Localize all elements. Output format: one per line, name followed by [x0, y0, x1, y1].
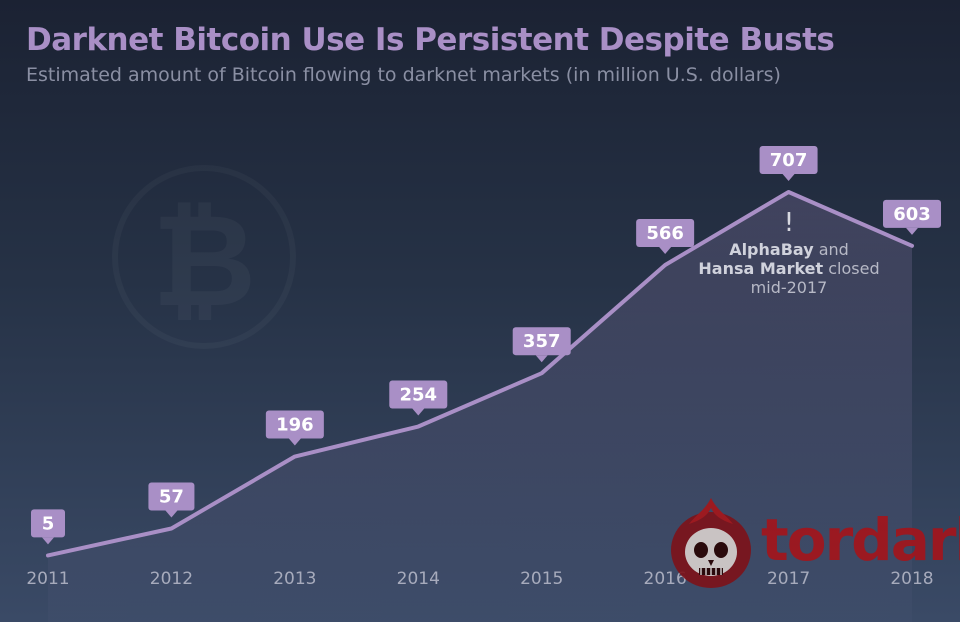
- area-fill: [48, 192, 912, 622]
- tordark-logo: tordark: [665, 490, 960, 590]
- chart-subtitle: Estimated amount of Bitcoin flowing to d…: [26, 64, 781, 86]
- svg-text:254: 254: [399, 385, 437, 406]
- x-tick-label: 2013: [273, 569, 316, 589]
- x-tick-label: 2016: [644, 569, 687, 589]
- x-tick-label: 2015: [520, 569, 563, 589]
- data-label-2016: 566: [636, 218, 695, 254]
- annotation-date: mid-2017: [750, 278, 828, 297]
- data-label-2011: 5: [31, 509, 65, 545]
- exclamation-icon: !: [783, 208, 795, 238]
- data-label-2012: 57: [148, 482, 195, 518]
- x-tick-label: 2014: [397, 569, 440, 589]
- brand-wordmark: tordark: [761, 506, 960, 574]
- x-tick-label: 2012: [150, 569, 193, 589]
- annotation-and: and: [813, 240, 849, 259]
- svg-text:566: 566: [646, 223, 684, 244]
- data-label-2018: 603: [883, 199, 941, 235]
- svg-text:5: 5: [42, 513, 55, 534]
- data-label-2015: 357: [512, 327, 571, 363]
- annotation-closed: closed: [823, 259, 880, 278]
- svg-text:57: 57: [159, 486, 184, 507]
- chart-title: Darknet Bitcoin Use Is Persistent Despit…: [26, 22, 835, 58]
- svg-text:357: 357: [523, 331, 561, 352]
- svg-text:196: 196: [276, 415, 314, 436]
- x-tick-label: 2017: [767, 569, 810, 589]
- closure-annotation: ! AlphaBay and Hansa Market closed mid-2…: [684, 206, 894, 297]
- bitcoin-watermark-icon: ₿: [112, 165, 296, 349]
- data-label-2017: 707: [759, 146, 818, 181]
- svg-text:707: 707: [770, 150, 808, 171]
- data-label-2014: 254: [389, 380, 448, 416]
- annotation-hansa: Hansa Market: [698, 259, 824, 278]
- data-label-2013: 196: [265, 410, 324, 446]
- svg-text:603: 603: [893, 204, 931, 225]
- x-tick-label: 2018: [890, 569, 933, 589]
- series-line: [46, 190, 914, 558]
- x-tick-label: 2011: [26, 569, 69, 589]
- annotation-alphabay: AlphaBay: [729, 240, 814, 259]
- skull-onion-icon: [671, 498, 751, 588]
